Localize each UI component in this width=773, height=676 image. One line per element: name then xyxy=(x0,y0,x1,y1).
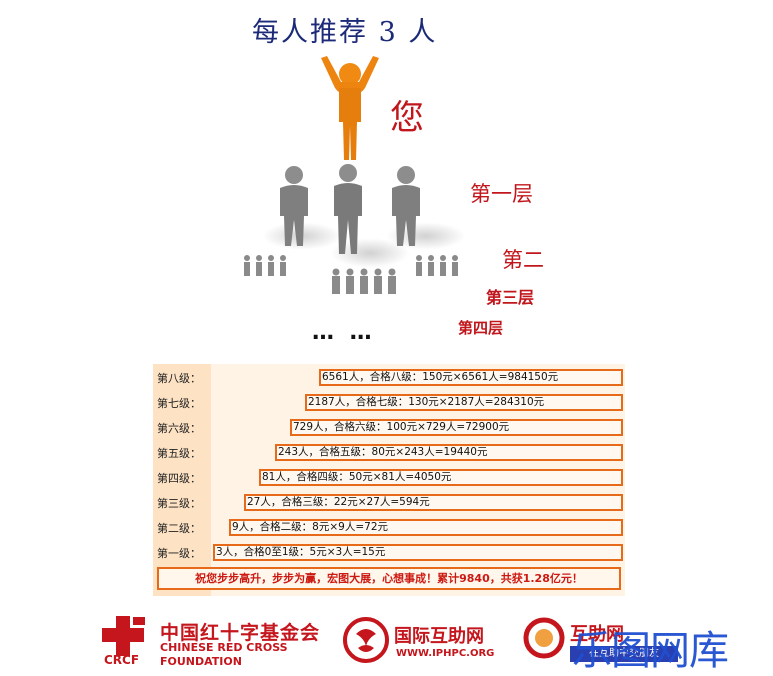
grey-person-icon xyxy=(416,255,458,276)
level-label: 第六级： xyxy=(157,422,201,435)
level-row: 第一级： 3人，合格0至1级：5元×3人=15元 xyxy=(153,541,625,565)
crcf-abbr: CRCF xyxy=(104,653,140,667)
huzhu-name-zh: 互助网 xyxy=(570,624,624,645)
grey-person-icon xyxy=(244,255,286,276)
level-label: 第二级： xyxy=(157,522,201,535)
layer4-label: 第四层 xyxy=(458,319,504,337)
labels-column xyxy=(153,364,211,596)
you-label: 您 xyxy=(390,98,424,138)
level-bar: 243人，合格五级：80元×243人=19440元 xyxy=(275,444,623,461)
iphpc-url: WWW.IPHPC.ORG xyxy=(396,648,495,659)
level-label: 第四级： xyxy=(157,472,201,485)
level-bar: 729人，合格六级：100元×729人=72900元 xyxy=(290,419,623,436)
layer1-label: 第一层 xyxy=(470,182,533,206)
level-bar: 81人，合格四级：50元×81人=4050元 xyxy=(259,469,623,486)
level-row: 第八级： 6561人，合格八级：150元×6561人=984150元 xyxy=(153,366,625,390)
iphpc-name-zh: 国际互助网 xyxy=(394,626,484,647)
level-row: 第六级： 729人，合格六级：100元×729人=72900元 xyxy=(153,416,625,440)
summary-banner: 祝您步步高升，步步为赢，宏图大展，心想事成！累计9840，共获1.28亿元！ xyxy=(157,567,621,590)
crcf-name-en-line1: CHINESE RED CROSS xyxy=(160,641,288,654)
level-bar: 2187人，合格七级：130元×2187人=284310元 xyxy=(305,394,623,411)
level-row: 第五级： 243人，合格五级：80元×243人=19440元 xyxy=(153,441,625,465)
crcf-name-zh: 中国红十字基金会 xyxy=(160,622,321,644)
crcf-name-en: CHINESE RED CROSS FOUNDATION xyxy=(160,641,288,669)
watermark: 乐图网库 xyxy=(572,628,729,674)
level-label: 第七级： xyxy=(157,397,201,410)
huzhu-slogan: 在互助中交朋友 xyxy=(570,646,678,662)
grey-person-icon xyxy=(332,268,396,294)
iphpc-logo-icon xyxy=(343,617,389,663)
crcf-name-en-line2: FOUNDATION xyxy=(160,655,242,668)
level-row: 第七级： 2187人，合格七级：130元×2187人=284310元 xyxy=(153,391,625,415)
layer2-label: 第二 xyxy=(502,248,544,272)
level-label: 第八级： xyxy=(157,372,201,385)
grey-person-icon xyxy=(334,164,362,254)
level-label: 第五级： xyxy=(157,447,201,460)
grey-person-icon xyxy=(392,166,420,246)
level-row: 第三级： 27人，合格三级：22元×27人=594元 xyxy=(153,491,625,515)
level-bar: 6561人，合格八级：150元×6561人=984150元 xyxy=(319,369,623,386)
level-bar: 3人，合格0至1级：5元×3人=15元 xyxy=(213,544,623,561)
level-row: 第二级： 9人，合格二级：8元×9人=72元 xyxy=(153,516,625,540)
level-bar: 27人，合格三级：22元×27人=594元 xyxy=(244,494,623,511)
page-title: 每人推荐 3 人 xyxy=(252,17,438,48)
level-label: 第三级： xyxy=(157,497,201,510)
level-row: 第四级： 81人，合格四级：50元×81人=4050元 xyxy=(153,466,625,490)
ellipsis: … … xyxy=(312,320,376,345)
level-label: 第一级： xyxy=(157,547,201,560)
huzhu-logo-icon xyxy=(523,617,565,659)
red-cross-icon xyxy=(102,616,145,656)
top-person-icon xyxy=(321,56,379,160)
level-bar: 9人，合格二级：8元×9人=72元 xyxy=(229,519,623,536)
layer3-label: 第三层 xyxy=(486,288,535,307)
grey-person-icon xyxy=(280,166,308,246)
levels-table: 第八级： 6561人，合格八级：150元×6561人=984150元 第七级： … xyxy=(153,364,625,596)
